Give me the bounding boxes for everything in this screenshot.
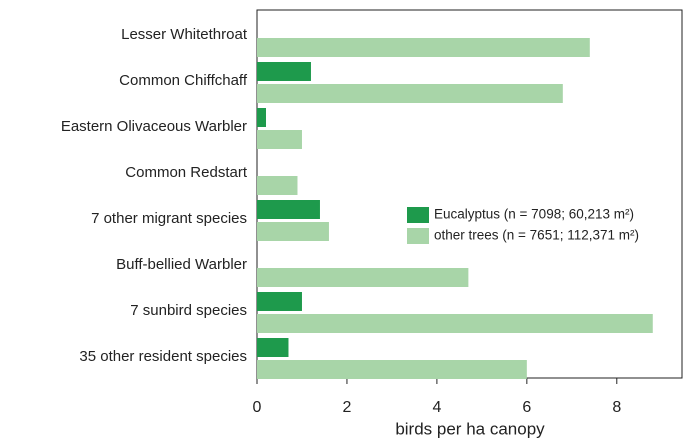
bar bbox=[257, 62, 311, 81]
legend-swatch bbox=[407, 228, 429, 244]
y-tick-label: Common Chiffchaff bbox=[119, 72, 248, 89]
y-tick-label: Common Redstart bbox=[125, 164, 248, 181]
x-tick-label: 6 bbox=[522, 399, 531, 416]
x-tick-label: 2 bbox=[342, 399, 351, 416]
y-tick-label: Lesser Whitethroat bbox=[121, 26, 248, 43]
y-tick-label: 7 sunbird species bbox=[130, 302, 247, 319]
bar bbox=[257, 200, 320, 219]
bar bbox=[257, 130, 302, 149]
bar bbox=[257, 314, 653, 333]
bar bbox=[257, 84, 563, 103]
bar bbox=[257, 108, 266, 127]
bar bbox=[257, 38, 590, 57]
y-tick-label: Buff-bellied Warbler bbox=[116, 256, 247, 273]
bar bbox=[257, 338, 289, 357]
bar bbox=[257, 268, 469, 287]
y-tick-label: Eastern Olivaceous Warbler bbox=[61, 118, 247, 135]
x-tick-label: 4 bbox=[432, 399, 441, 416]
bar bbox=[257, 222, 329, 241]
x-tick-label: 0 bbox=[253, 399, 262, 416]
y-tick-label: 7 other migrant species bbox=[91, 210, 247, 227]
x-tick-label: 8 bbox=[612, 399, 621, 416]
bar bbox=[257, 176, 298, 195]
legend-label: Eucalyptus (n = 7098; 60,213 m²) bbox=[434, 207, 634, 222]
legend-swatch bbox=[407, 207, 429, 223]
legend-label: other trees (n = 7651; 112,371 m²) bbox=[434, 228, 639, 243]
y-tick-label: 35 other resident species bbox=[79, 348, 247, 365]
bar bbox=[257, 360, 527, 379]
x-axis-label: birds per ha canopy bbox=[395, 419, 545, 438]
bar bbox=[257, 292, 302, 311]
